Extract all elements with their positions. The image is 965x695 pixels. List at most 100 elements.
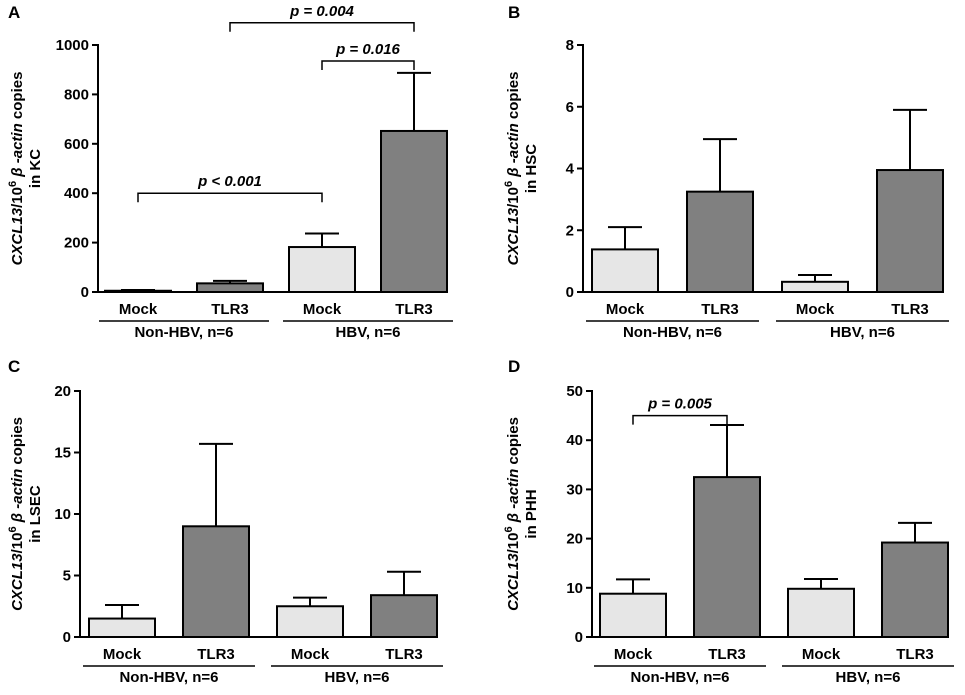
group-label: HBV, n=6 (325, 669, 390, 686)
x-tick-label: Mock (291, 646, 330, 663)
y-tick-label: 20 (566, 531, 583, 548)
x-tick-label: TLR3 (197, 646, 235, 663)
significance-bracket (137, 192, 323, 203)
y-tick-label: 800 (64, 86, 89, 103)
y-tick-label: 20 (54, 383, 71, 400)
bar-tlr3 (380, 129, 448, 293)
y-tick-label: 200 (64, 235, 89, 252)
y-tick-label: 4 (566, 161, 575, 178)
y-label-gene: CXCL13 (9, 553, 26, 611)
y-label-ref: β -actin (505, 469, 522, 527)
x-tick-label: Mock (802, 646, 841, 663)
x-tick-label: Mock (606, 301, 645, 318)
y-axis-label: CXCL13/106 β -actin copies in KC (7, 72, 44, 266)
y-tick-label: 10 (566, 580, 583, 597)
y-axis-label: CXCL13/106 β -actin copies in HSC (503, 72, 540, 266)
y-label-line2: in PHH (523, 489, 540, 538)
significance-bracket (321, 60, 415, 71)
y-label-exp: 6 (7, 181, 19, 187)
y-tick-label: 600 (64, 136, 89, 153)
bar-mock (599, 592, 667, 638)
x-tick-label: TLR3 (211, 301, 249, 318)
y-label-gene: CXCL13 (9, 207, 26, 265)
y-tick-label: 0 (566, 284, 574, 301)
x-tick-label: Mock (119, 301, 158, 318)
y-label-slash: /10 (9, 187, 26, 208)
significance-bracket (229, 22, 415, 32)
y-label-gene: CXCL13 (505, 553, 522, 611)
y-label-exp: 6 (503, 181, 515, 187)
y-tick-label: 1000 (56, 37, 89, 54)
p-value-label: p = 0.004 (289, 3, 354, 20)
bar-tlr3 (196, 282, 264, 294)
y-label-tail: copies (505, 72, 522, 124)
panel-letter: B (508, 3, 520, 22)
y-axis-label: CXCL13/106 β -actin copies in PHH (503, 417, 540, 611)
group-label: Non-HBV, n=6 (623, 324, 722, 341)
x-tick-label: TLR3 (891, 301, 929, 318)
y-label-tail: copies (9, 417, 26, 469)
bar-mock (781, 280, 849, 293)
bar-mock (787, 587, 855, 638)
y-label-exp: 6 (7, 526, 19, 532)
x-tick-label: TLR3 (385, 646, 423, 663)
group-label: HBV, n=6 (836, 669, 901, 686)
y-label-ref: β -actin (9, 123, 26, 181)
p-value-label: p = 0.005 (647, 396, 712, 413)
y-label-line2: in KC (27, 149, 44, 188)
bar-mock (288, 246, 356, 294)
chart-panel-d: D CXCL13/106 β -actin copies in PHH 0 10 20 30… (503, 357, 954, 686)
x-tick-label: Mock (614, 646, 653, 663)
group-label: HBV, n=6 (830, 324, 895, 341)
y-tick-label: 10 (54, 506, 71, 523)
group-label: HBV, n=6 (336, 324, 401, 341)
y-label-slash: /10 (9, 533, 26, 554)
bar-tlr3 (686, 190, 754, 293)
group-label: Non-HBV, n=6 (630, 669, 729, 686)
bar-tlr3 (876, 169, 944, 293)
y-tick-label: 0 (81, 284, 89, 301)
p-value-label: p < 0.001 (197, 173, 262, 190)
bar-tlr3 (881, 541, 949, 639)
bar-tlr3 (370, 594, 438, 638)
bar-tlr3 (182, 525, 250, 638)
y-tick-label: 2 (566, 222, 574, 239)
significance-bracket (632, 414, 728, 425)
y-label-tail: copies (9, 72, 26, 124)
y-label-tail: copies (505, 417, 522, 469)
panel-letter: C (8, 357, 20, 376)
y-label-ref: β -actin (505, 123, 522, 181)
x-tick-label: Mock (103, 646, 142, 663)
x-tick-label: TLR3 (395, 301, 433, 318)
group-label: Non-HBV, n=6 (134, 324, 233, 341)
bar-mock (88, 617, 156, 638)
y-tick-label: 50 (566, 383, 583, 400)
y-tick-label: 15 (54, 445, 71, 462)
y-label-slash: /10 (505, 533, 522, 554)
chart-panel-a: A CXCL13/106 β -actin copies in KC 0 200 400 6… (7, 3, 453, 341)
y-tick-label: 5 (63, 568, 71, 585)
bar-mock (591, 248, 659, 293)
y-axis-label: CXCL13/106 β -actin copiesin LSEC (7, 417, 44, 611)
y-tick-label: 30 (566, 481, 583, 498)
x-tick-label: TLR3 (701, 301, 739, 318)
y-tick-label: 40 (566, 432, 583, 449)
y-label-line2: in LSEC (27, 485, 44, 543)
y-label-exp: 6 (503, 526, 515, 532)
chart-panel-c: C CXCL13/106 β -actin copiesin LSEC 0 5 10 15… (7, 357, 443, 686)
y-label-line2: in HSC (523, 144, 540, 193)
group-label: Non-HBV, n=6 (119, 669, 218, 686)
x-tick-label: Mock (796, 301, 835, 318)
bar-tlr3 (693, 476, 761, 638)
x-tick-label: TLR3 (896, 646, 934, 663)
y-tick-label: 0 (63, 629, 71, 646)
y-tick-label: 0 (575, 629, 583, 646)
y-label-ref: β -actin (9, 469, 26, 527)
y-label-gene: CXCL13 (505, 207, 522, 265)
panel-letter: A (8, 3, 20, 22)
y-label-slash: /10 (505, 187, 522, 208)
y-tick-label: 6 (566, 99, 574, 116)
x-tick-label: TLR3 (708, 646, 746, 663)
